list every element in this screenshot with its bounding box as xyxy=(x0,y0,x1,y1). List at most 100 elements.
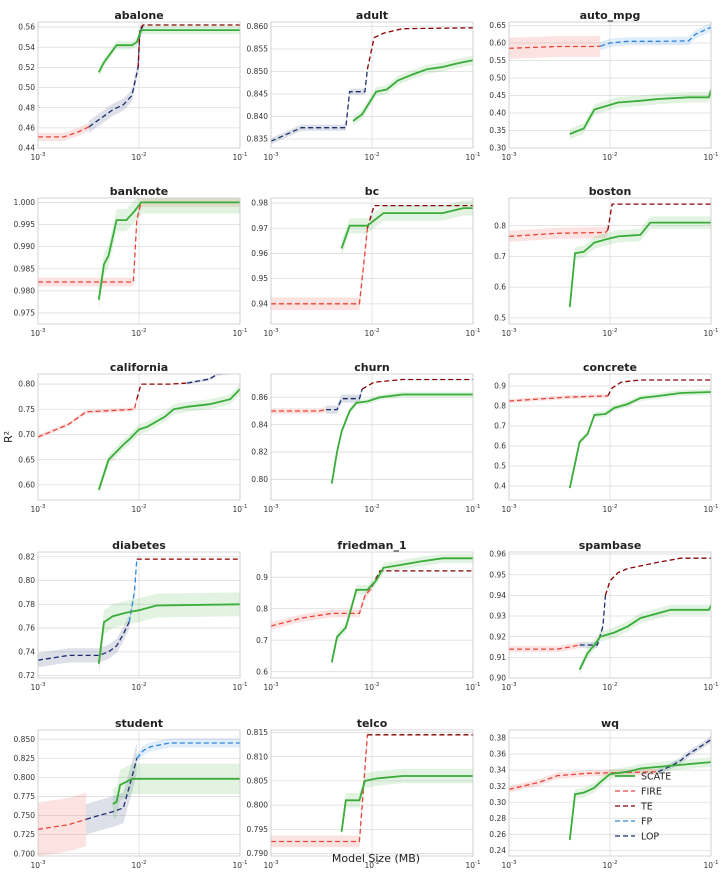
x-tick-label: 10-2 xyxy=(602,504,617,514)
plot-frame xyxy=(270,729,474,857)
panel-bc: 0.94 0.95 0.96 0.97 0.98 10-3 10-2 10-1 bc xyxy=(251,185,480,338)
y-tick-label: 0.6 xyxy=(494,283,506,292)
y-tick-label: 0.815 xyxy=(247,728,269,737)
x-tick-label: 10-1 xyxy=(465,860,480,870)
band-scate xyxy=(98,592,240,676)
y-tick-label: 0.44 xyxy=(18,144,35,153)
y-tick-label: 0.98 xyxy=(251,199,268,208)
band-fire xyxy=(271,582,372,630)
y-tick-label: 0.94 xyxy=(489,591,506,600)
panel-title: friedman_1 xyxy=(337,539,406,552)
panel-title: boston xyxy=(589,185,632,198)
y-tick-label: 0.800 xyxy=(14,773,36,782)
y-tick-label: 0.845 xyxy=(247,90,269,99)
x-tick-label: 10-2 xyxy=(364,328,379,338)
panel-auto-mpg: 0.30 0.35 0.40 0.45 0.50 0.55 0.60 0.65 10-3 10-2… xyxy=(489,9,718,162)
line-lop xyxy=(187,374,228,384)
x-tick-label: 10-1 xyxy=(232,682,247,692)
band-lop xyxy=(579,592,606,648)
y-tick-label: 0.50 xyxy=(18,83,35,92)
y-tick-label: 0.750 xyxy=(14,811,36,820)
line-te xyxy=(366,204,473,229)
line-scate xyxy=(569,90,711,135)
y-tick-label: 0.8 xyxy=(256,604,268,613)
y-tick-label: 0.6 xyxy=(494,442,506,451)
y-tick-label: 0.76 xyxy=(18,624,35,633)
y-tick-label: 0.850 xyxy=(14,735,36,744)
line-te xyxy=(137,24,240,68)
panel-title: auto_mpg xyxy=(580,9,641,22)
band-scate xyxy=(569,216,711,314)
plot-frame xyxy=(508,373,712,501)
line-te xyxy=(607,379,711,397)
panel-friedman-1: 0.6 0.7 0.8 0.9 10-3 10-2 10-1 friedman_1 xyxy=(256,539,480,692)
legend-item-te: TE xyxy=(615,802,653,813)
x-tick-label: 10-1 xyxy=(232,328,247,338)
band-fp xyxy=(600,23,711,51)
panel-boston: 0.5 0.6 0.7 0.8 10-3 10-2 10-1 boston xyxy=(494,185,718,338)
x-tick-label: 10-3 xyxy=(30,504,46,514)
x-tick-label: 10-1 xyxy=(703,682,718,692)
x-tick-label: 10-3 xyxy=(263,682,279,692)
y-tick-label: 0.92 xyxy=(489,632,506,641)
y-tick-label: 0.5 xyxy=(494,313,506,322)
x-tick-label: 10-2 xyxy=(602,682,617,692)
y-tick-label: 0.55 xyxy=(489,56,506,65)
y-tick-label: 0.65 xyxy=(18,455,35,464)
line-scate xyxy=(340,775,473,832)
y-tick-label: 0.800 xyxy=(247,801,269,810)
y-tick-label: 0.96 xyxy=(489,550,506,559)
band-lop xyxy=(86,743,137,835)
y-tick-label: 0.95 xyxy=(251,274,268,283)
legend-label: LOP xyxy=(641,832,659,843)
y-tick-label: 0.8 xyxy=(494,221,506,230)
plot-frame xyxy=(508,197,712,325)
x-tick-label: 10-3 xyxy=(501,860,517,870)
band-fp xyxy=(136,738,240,763)
band-fire xyxy=(509,35,601,59)
line-scate xyxy=(340,207,473,249)
y-tick-label: 0.48 xyxy=(18,103,35,112)
series-group xyxy=(38,22,240,141)
panel-title: concrete xyxy=(583,361,637,374)
plot-frame xyxy=(37,197,241,325)
x-tick-label: 10-3 xyxy=(501,328,517,338)
line-scate xyxy=(97,388,240,491)
y-tick-label: 0.75 xyxy=(18,405,35,414)
y-tick-label: 0.80 xyxy=(18,380,35,389)
y-tick-label: 0.6 xyxy=(256,667,268,676)
y-tick-label: 0.7 xyxy=(494,252,506,261)
line-scate xyxy=(97,29,240,73)
y-tick-label: 0.94 xyxy=(251,299,268,308)
series-group xyxy=(38,738,240,856)
y-tick-label: 0.80 xyxy=(18,576,35,585)
y-tick-label: 0.30 xyxy=(489,144,506,153)
line-scate xyxy=(568,391,711,489)
panel-title: diabetes xyxy=(112,539,166,552)
y-tick-label: 0.5 xyxy=(494,462,506,471)
y-tick-label: 0.50 xyxy=(489,74,506,83)
line-te xyxy=(136,382,188,400)
y-tick-label: 0.700 xyxy=(14,849,36,858)
y-tick-label: 0.93 xyxy=(489,612,506,621)
x-tick-label: 10-1 xyxy=(703,860,718,870)
line-lop xyxy=(271,69,369,142)
y-tick-label: 0.82 xyxy=(251,448,268,457)
x-tick-label: 10-1 xyxy=(465,682,480,692)
series-group xyxy=(509,23,711,140)
y-tick-label: 0.72 xyxy=(18,671,35,680)
line-fire xyxy=(509,644,580,650)
x-tick-label: 10-1 xyxy=(465,328,480,338)
series-group xyxy=(271,27,473,145)
band-fire xyxy=(38,397,137,439)
y-tick-label: 0.52 xyxy=(18,63,35,72)
y-tick-label: 0.54 xyxy=(18,43,35,52)
line-scate xyxy=(568,761,711,841)
x-tick-label: 10-1 xyxy=(232,504,247,514)
y-tick-label: 0.8 xyxy=(494,402,506,411)
y-tick-label: 0.835 xyxy=(247,135,269,144)
x-tick-label: 10-3 xyxy=(263,504,279,514)
panel-title: adult xyxy=(356,9,388,22)
line-fire xyxy=(509,229,609,238)
line-fire xyxy=(38,818,87,830)
